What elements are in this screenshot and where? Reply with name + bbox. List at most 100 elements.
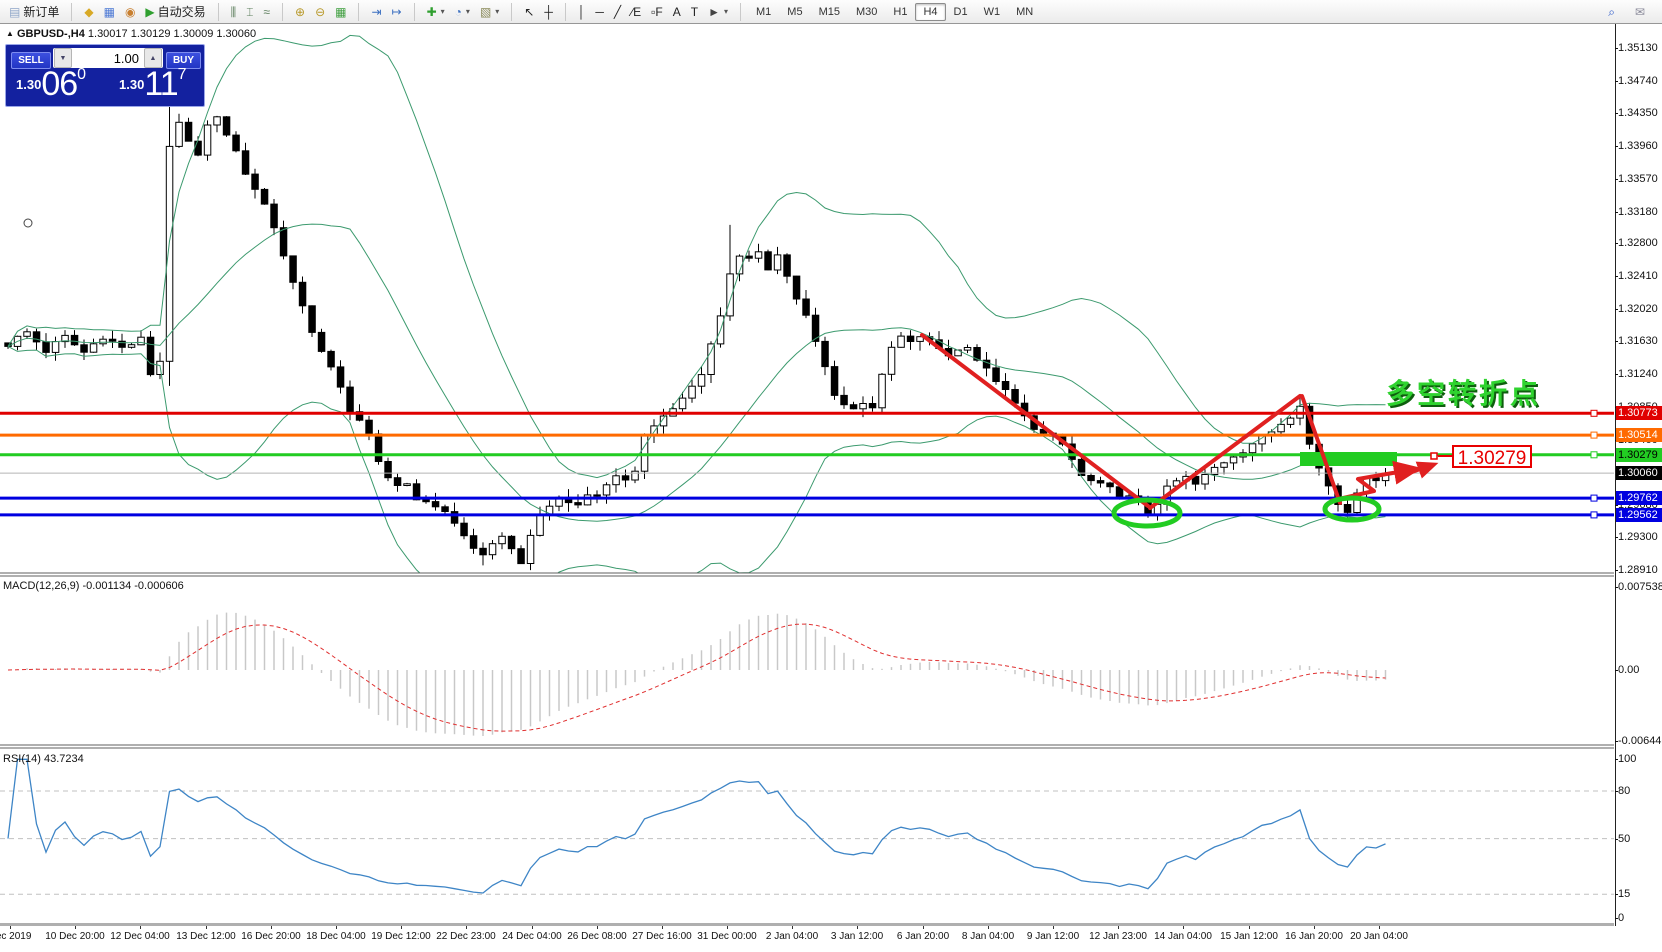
chart-shift-icon[interactable]: ↦ — [387, 2, 407, 22]
macd-axis-label: 0.007538 — [1615, 581, 1662, 593]
sell-price[interactable]: 1.30060 — [16, 65, 86, 104]
zoom-in-icon[interactable]: ⊕ — [290, 2, 310, 22]
time-axis[interactable]: Dec 2019 10 Dec 20:00 12 Dec 04:00 13 Dec 1… — [0, 926, 1662, 947]
rsi-panel — [0, 758, 1614, 895]
price-tick-label: 1.29300 — [1615, 531, 1658, 543]
timeframe-m1-button[interactable]: M1 — [756, 5, 772, 18]
search-icon[interactable]: ⌕ — [1603, 2, 1620, 22]
green-circle-annotation[interactable] — [1111, 497, 1183, 529]
price-tag: 1.30060 — [1616, 466, 1662, 480]
text-label-icon: T — [690, 4, 699, 19]
text-icon: A — [672, 4, 681, 19]
toolbar-separator — [275, 2, 283, 21]
candlestick-chart-icon[interactable]: ⌶ — [241, 2, 258, 22]
line-handle[interactable] — [1590, 431, 1598, 439]
autotrading-button[interactable]: ▶ 自动交易 — [140, 2, 210, 22]
line-handle[interactable] — [1590, 409, 1598, 417]
timeframe-h4-button[interactable]: H4 — [915, 2, 946, 21]
price-tick-label: 1.34350 — [1615, 107, 1658, 119]
zoom-out-icon[interactable]: ⊖ — [310, 2, 330, 22]
trend-arrow-line[interactable] — [1148, 394, 1302, 510]
price-tag: 1.30773 — [1616, 406, 1662, 420]
time-tick — [1053, 926, 1054, 929]
trend-arrow-line[interactable] — [1300, 394, 1342, 505]
dropdown-arrow-icon[interactable]: ▾ — [440, 7, 445, 16]
dropdown-arrow-icon[interactable]: ▾ — [495, 7, 500, 16]
sell-button[interactable]: SELL — [11, 52, 51, 69]
fibonacci-icon[interactable]: ▫F — [646, 2, 668, 22]
green-circle-annotation[interactable] — [1322, 495, 1382, 523]
chart-object-marker[interactable] — [23, 218, 33, 228]
time-tick — [336, 926, 337, 929]
time-tick — [597, 926, 598, 929]
price-tick-label: 1.28910 — [1615, 564, 1658, 576]
buy-button[interactable]: BUY — [166, 52, 201, 69]
text-icon[interactable]: A — [668, 2, 686, 22]
line-handle[interactable] — [1590, 511, 1598, 519]
toolbar-separator — [64, 2, 73, 21]
volume-input[interactable] — [73, 49, 143, 67]
buy-price[interactable]: 1.30117 — [119, 65, 187, 104]
timeframe-w1-button[interactable]: W1 — [983, 5, 1001, 18]
market-watch-icon[interactable]: ▦ — [99, 2, 120, 22]
vertical-line-icon[interactable]: │ — [573, 2, 591, 22]
line-handle[interactable] — [1590, 451, 1598, 459]
dropdown-arrow-icon[interactable]: ▾ — [723, 7, 728, 16]
time-tick — [1183, 926, 1184, 929]
toolbar-right-group: ⌕ ✉ — [1603, 2, 1658, 22]
signal-icon[interactable]: ◉ — [120, 2, 140, 22]
periods-icon[interactable]: ◔ ▾ — [450, 2, 475, 22]
dropdown-arrow-icon[interactable]: ▾ — [465, 7, 470, 16]
zigzag-arrow-tip[interactable] — [1407, 461, 1439, 479]
bollinger-band — [7, 345, 1386, 573]
green-highlight-box[interactable] — [1300, 452, 1397, 466]
cursor-icon[interactable]: ↖ — [519, 2, 539, 22]
tile-windows-icon[interactable]: ▦ — [330, 2, 351, 22]
timeframe-h1-button[interactable]: H1 — [893, 5, 908, 18]
templates-icon[interactable]: ▧ ▾ — [475, 2, 504, 22]
time-tick-label: 13 Dec 12:00 — [176, 931, 236, 942]
chart-plot-area[interactable] — [0, 24, 1614, 947]
volume-increase-button[interactable]: ▲ — [144, 48, 162, 68]
timeframe-m30-button[interactable]: M30 — [855, 5, 878, 18]
line-handle[interactable] — [1590, 494, 1598, 502]
new-order-button[interactable]: ▤ 新订单 — [4, 2, 64, 22]
timeframe-m15-button[interactable]: M15 — [818, 5, 840, 18]
price-tick-label: 1.31630 — [1615, 335, 1658, 347]
timeframe-m5-button[interactable]: M5 — [787, 5, 803, 18]
sell-price-small: 1.30 — [16, 77, 42, 92]
rsi-line — [7, 758, 1386, 894]
arrows-icon[interactable]: ► ▾ — [703, 2, 733, 22]
toolbar-separator — [504, 2, 513, 21]
auto-scroll-icon[interactable]: ⇥ — [366, 2, 386, 22]
timeframe-mn-button[interactable]: MN — [1016, 5, 1034, 18]
text-label-icon[interactable]: T — [686, 2, 703, 22]
line-chart-icon[interactable]: ≈ — [258, 2, 275, 22]
time-tick — [466, 926, 467, 929]
volume-decrease-button[interactable]: ▼ — [54, 48, 72, 68]
trendline-icon[interactable]: ╱ — [609, 2, 626, 22]
trend-arrow-line[interactable] — [920, 333, 1150, 508]
vertical-line-icon: │ — [577, 4, 586, 19]
crosshair-icon[interactable]: ┼ — [539, 2, 558, 22]
toolbar-separator — [558, 2, 566, 21]
bar-chart-icon[interactable]: ⫼ — [226, 2, 242, 22]
new-order-button: ▤ — [9, 4, 21, 19]
time-tick-label: 31 Dec 00:00 — [697, 931, 757, 942]
price-axis[interactable]: 1.35130 1.34740 1.34350 1.33960 1.33570 1.331… — [1615, 24, 1662, 926]
horizontal-line-icon[interactable]: ─ — [590, 2, 609, 22]
price-tag: 1.30279 — [1616, 448, 1662, 462]
profile-icon: ◆ — [84, 4, 94, 19]
time-tick-label: 22 Dec 23:00 — [436, 931, 496, 942]
autotrading-button: ▶ — [145, 4, 155, 19]
indicators-icon[interactable]: ✚ ▾ — [422, 2, 450, 22]
price-callout-label[interactable]: 1.30279 — [1452, 445, 1532, 469]
timeframe-d1-button[interactable]: D1 — [953, 5, 968, 18]
profile-icon[interactable]: ◆ — [79, 2, 98, 22]
trendline-icon: ╱ — [613, 4, 622, 19]
turning-point-annotation[interactable]: 多空转折点 — [1386, 378, 1542, 409]
chat-icon[interactable]: ✉ — [1630, 2, 1650, 22]
price-tag: 1.29762 — [1616, 491, 1662, 505]
equidistant-channel-icon[interactable]: ∕E — [626, 2, 646, 22]
symbol-marker-icon: ▲ — [6, 29, 14, 38]
